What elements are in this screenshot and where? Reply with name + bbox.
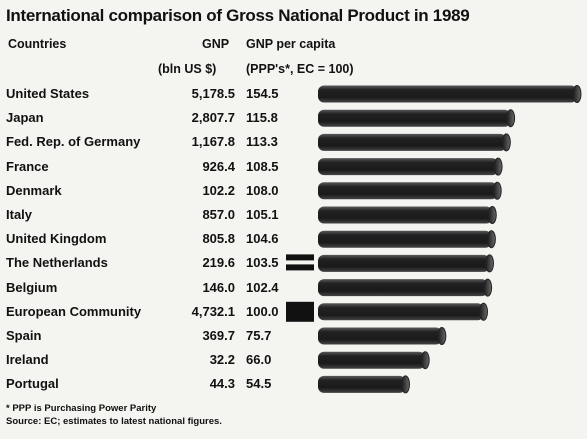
bar-japan [318, 109, 511, 127]
country-label-european-community: European Community [6, 303, 142, 319]
per-capita-value-france: 108.5 [246, 158, 279, 174]
per-capita-value-european-community: 100.0 [246, 303, 279, 319]
bar-end-cap-the-netherlands [485, 254, 495, 273]
square-marker [286, 301, 314, 322]
gnp-value-portugal: 44.3 [209, 376, 235, 392]
bar-end-cap-european-community [479, 302, 489, 321]
equals-marker-bar-2 [286, 264, 314, 271]
gnp-value-france: 926.4 [202, 158, 235, 174]
gnp-value-belgium: 146.0 [202, 279, 235, 295]
footnote-source: Source: EC; estimates to latest national… [6, 416, 222, 427]
gnp-value-spain: 369.7 [202, 328, 235, 343]
bar-end-cap-fed-rep-of-germany [501, 133, 511, 152]
gnp-value-united-kingdom: 805.8 [202, 231, 235, 247]
country-label-fed-rep-of-germany: Fed. Rep. of Germany [6, 134, 141, 150]
gnp-column-header: GNP [202, 37, 230, 51]
per-capita-value-japan: 115.8 [246, 110, 278, 126]
bar-end-cap-france [493, 157, 503, 176]
per-capita-value-united-states: 154.5 [246, 86, 279, 101]
bar-fed-rep-of-germany [318, 133, 507, 151]
equals-marker-bar-1 [286, 254, 314, 261]
bar-end-cap-ireland [420, 351, 430, 370]
per-capita-unit-label: (PPP's*, EC = 100) [246, 62, 354, 76]
bar-united-states [318, 85, 577, 103]
country-label-italy: Italy [6, 207, 33, 222]
country-label-denmark: Denmark [6, 182, 62, 198]
country-label-spain: Spain [6, 328, 42, 343]
per-capita-value-spain: 75.7 [246, 328, 272, 343]
bar-ireland [318, 351, 426, 369]
country-label-united-kingdom: United Kingdom [6, 231, 107, 247]
bar-france [318, 158, 499, 176]
bar-end-cap-portugal [400, 375, 410, 394]
bar-end-cap-spain [437, 327, 447, 345]
gnp-value-united-states: 5,178.5 [191, 86, 235, 101]
country-label-ireland: Ireland [6, 352, 49, 368]
footnote-ppp: * PPP is Purchasing Power Parity [6, 403, 157, 414]
bar-united-kingdom [318, 230, 492, 248]
gnp-value-italy: 857.0 [202, 207, 235, 222]
countries-column-header: Countries [8, 37, 67, 51]
per-capita-value-denmark: 108.0 [246, 182, 279, 198]
country-label-belgium: Belgium [6, 279, 58, 295]
gnp-value-ireland: 32.2 [209, 352, 235, 368]
bar-italy [318, 206, 493, 224]
per-capita-value-ireland: 66.0 [246, 352, 272, 368]
bar-end-cap-denmark [492, 181, 502, 200]
gnp-value-fed-rep-of-germany: 1,167.8 [191, 134, 235, 150]
gnp-value-denmark: 102.2 [202, 182, 235, 198]
per-capita-value-fed-rep-of-germany: 113.3 [246, 134, 278, 150]
bar-denmark [318, 182, 498, 200]
bar-belgium [318, 279, 488, 297]
country-label-japan: Japan [6, 110, 44, 126]
per-capita-column-header: GNP per capita [246, 37, 336, 51]
per-capita-value-portugal: 54.5 [246, 376, 272, 392]
gnp-value-european-community: 4,732.1 [191, 303, 235, 319]
gnp-value-the-netherlands: 219.6 [202, 255, 235, 271]
country-label-portugal: Portugal [6, 376, 59, 392]
bar-end-cap-italy [487, 206, 497, 224]
bar-the-netherlands [318, 254, 490, 272]
bar-european-community [318, 303, 484, 321]
chart-title: International comparison of Gross Nation… [6, 6, 470, 25]
bar-spain [318, 327, 442, 345]
per-capita-value-the-netherlands: 103.5 [246, 255, 279, 271]
bar-end-cap-united-states [572, 85, 582, 103]
per-capita-value-italy: 105.1 [246, 207, 279, 222]
country-label-united-states: United States [6, 86, 90, 101]
bar-end-cap-japan [506, 109, 516, 128]
per-capita-value-united-kingdom: 104.6 [246, 231, 279, 247]
country-label-the-netherlands: The Netherlands [6, 255, 108, 271]
per-capita-value-belgium: 102.4 [246, 279, 279, 295]
bar-portugal [318, 375, 406, 393]
bar-end-cap-united-kingdom [486, 230, 496, 249]
bar-end-cap-belgium [483, 278, 493, 297]
gnp-value-japan: 2,807.7 [191, 110, 235, 126]
gnp-unit-label: (bln US $) [158, 62, 217, 76]
country-label-france: France [6, 158, 49, 174]
